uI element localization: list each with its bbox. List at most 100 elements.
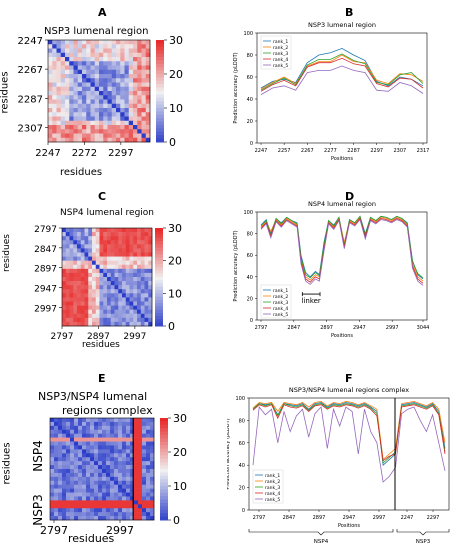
panel-a-cell xyxy=(99,99,104,105)
panel-a-cell xyxy=(60,120,66,126)
panel-e-cell xyxy=(110,457,115,462)
panel-c-cell xyxy=(73,285,78,290)
panel-a-cell xyxy=(94,133,100,139)
panel-c-colorbar-segment xyxy=(155,309,163,314)
panel-c-cell xyxy=(114,264,119,270)
panel-a-cell xyxy=(77,57,83,62)
panel-e-cell xyxy=(138,465,143,470)
panel-a-cell xyxy=(145,40,151,45)
panel-e-cell xyxy=(146,488,151,493)
panel-a-cell xyxy=(103,48,108,54)
panel-d-series-rank_5 xyxy=(260,218,424,286)
panel-a-cell xyxy=(116,78,121,83)
panel-c-cell xyxy=(133,313,138,319)
panel-c-cell xyxy=(103,277,108,282)
panel-e-cell xyxy=(134,472,139,478)
panel-c-cell xyxy=(80,289,85,294)
panel-a-cell xyxy=(69,78,74,83)
panel-c-cell xyxy=(95,228,100,233)
panel-e-cell xyxy=(70,453,75,458)
panel-c-cell xyxy=(88,240,93,245)
panel-c-cell xyxy=(99,293,104,298)
panel-e-cell xyxy=(146,480,151,485)
panel-c-cell xyxy=(114,236,119,241)
panel-e-cell xyxy=(58,496,63,501)
panel-e-cell xyxy=(54,516,59,521)
panel-c-cell xyxy=(88,256,93,261)
panel-c-cell xyxy=(62,293,67,298)
panel-a-cell xyxy=(137,103,142,109)
panel-c-cell xyxy=(122,260,127,266)
panel-c-cell xyxy=(73,264,78,270)
panel-c-cell xyxy=(95,272,100,278)
panel-a-cell xyxy=(94,120,100,126)
panel-c-cell xyxy=(122,309,127,315)
panel-e-cell xyxy=(54,504,59,509)
panel-f-ytick-label: 60 xyxy=(239,441,245,447)
panel-e-cell xyxy=(142,472,147,478)
panel-d-xtick-label: 2797 xyxy=(255,325,268,331)
panel-c-cell xyxy=(118,268,123,274)
panel-c-cell xyxy=(84,289,89,294)
panel-a-cell xyxy=(107,137,113,143)
panel-e-cell xyxy=(138,480,143,485)
panel-e-cell xyxy=(110,469,115,474)
panel-a-cell xyxy=(141,57,147,62)
panel-a-cell xyxy=(94,57,100,62)
panel-e-cell xyxy=(98,472,103,478)
panel-d-ytick-label: 100 xyxy=(243,210,253,216)
panel-a-cell xyxy=(73,40,79,45)
panel-a-cell xyxy=(133,69,138,75)
panel-f-ytick-label: 20 xyxy=(239,486,245,492)
panel-a-cell xyxy=(111,40,117,45)
panel-e-cell xyxy=(62,492,67,497)
panel-a-cell xyxy=(124,129,130,134)
panel-e-cell xyxy=(54,488,59,493)
panel-e-cell xyxy=(58,480,63,485)
panel-a-cell xyxy=(90,52,96,58)
panel-c-cell xyxy=(125,256,130,261)
panel-c-cell xyxy=(65,313,70,319)
panel-e-cell xyxy=(66,457,71,462)
panel-e-cell xyxy=(146,445,151,450)
panel-a-cell xyxy=(128,74,134,79)
panel-a-cell xyxy=(56,57,62,62)
panel-c-cell xyxy=(122,289,127,294)
panel-c-cell xyxy=(73,240,78,245)
panel-f-xtick-label: 2947 xyxy=(343,515,356,521)
panel-e-group-label: NSP3 xyxy=(31,494,45,525)
panel-a-cell xyxy=(120,133,125,139)
panel-b-letter: B xyxy=(345,6,354,19)
panel-e-cell xyxy=(102,504,107,509)
panel-c-cell xyxy=(137,240,142,245)
panel-e-xtick-label: 2797 xyxy=(40,524,68,537)
panel-e-cell xyxy=(142,516,147,521)
panel-a-cell xyxy=(56,86,62,92)
panel-e-cell xyxy=(106,480,111,485)
panel-a-cell xyxy=(124,44,130,49)
panel-c-cell xyxy=(99,297,104,302)
panel-e-cell xyxy=(86,488,91,493)
panel-e-cell xyxy=(70,488,75,493)
panel-a-cell xyxy=(90,95,96,100)
panel-e-cell xyxy=(62,488,67,493)
panel-e-cell xyxy=(86,461,91,466)
panel-c-cell xyxy=(122,244,127,249)
panel-e-cell xyxy=(62,425,67,431)
panel-a-cell xyxy=(124,78,130,83)
panel-f-legend-label: rank_3 xyxy=(265,485,280,491)
panel-e-colorbar-segment xyxy=(160,506,168,511)
panel-c-cell xyxy=(140,260,145,266)
panel-c-cell xyxy=(65,309,70,315)
panel-c-cell xyxy=(144,236,149,241)
panel-e-cell xyxy=(130,480,135,485)
panel-a-frame xyxy=(47,39,151,143)
panel-a-cell xyxy=(111,61,117,66)
panel-a-cell xyxy=(77,137,83,143)
panel-e-cell xyxy=(122,445,127,450)
panel-e-cell xyxy=(90,512,95,517)
panel-a-cell xyxy=(86,52,91,58)
panel-e-cell xyxy=(78,449,83,454)
panel-c-cell xyxy=(73,313,78,319)
